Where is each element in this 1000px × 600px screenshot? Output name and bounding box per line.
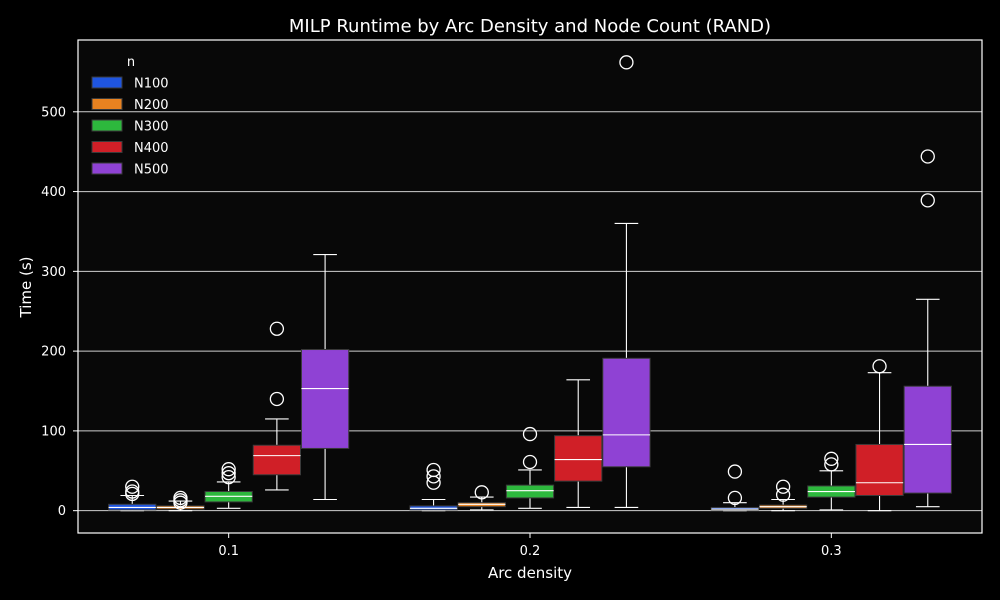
box-iqr <box>602 357 651 468</box>
box-N500-0.1 <box>300 254 350 501</box>
legend-swatch <box>91 162 123 175</box>
legend-label: N300 <box>134 120 169 135</box>
x-axis-ticks: 0.1 0.2 0.3 <box>218 533 842 559</box>
outlier-point <box>221 466 236 481</box>
outlier-point <box>824 457 839 472</box>
box-iqr <box>252 444 302 476</box>
box-iqr <box>855 443 904 497</box>
y-axis-label: Time (s) <box>17 257 35 319</box>
box-N400-0.2 <box>554 379 603 509</box>
box-N300-0.3 <box>807 451 856 511</box>
box-iqr <box>505 484 555 499</box>
y-tick-label: 500 <box>41 105 66 120</box>
box-iqr <box>300 349 350 449</box>
y-tick-label: 100 <box>41 424 66 439</box>
legend-swatch <box>91 76 123 89</box>
legend-label: N400 <box>134 141 169 156</box>
box-N100-0.2 <box>409 462 458 512</box>
box-N500-0.2 <box>602 55 651 509</box>
outlier-point <box>727 490 743 506</box>
box-N100-0.1 <box>108 479 157 512</box>
outlier-point <box>125 479 140 494</box>
outlier-point <box>125 484 140 499</box>
plot-area-background <box>78 40 982 533</box>
outlier-point <box>474 485 489 500</box>
legend-swatch <box>91 98 123 110</box>
box-N300-0.1 <box>204 462 253 509</box>
legend-label: N200 <box>134 98 169 113</box>
box-N500-0.3 <box>903 149 952 508</box>
outlier-point <box>426 462 441 478</box>
y-tick-label: 300 <box>41 265 66 280</box>
legend-swatch <box>91 119 123 132</box>
outlier-point <box>426 469 441 484</box>
x-tick-label: 0.3 <box>821 544 842 559</box>
outlier-point <box>920 193 935 208</box>
x-axis-label: Arc density <box>488 564 572 582</box>
box-N300-0.2 <box>505 426 555 509</box>
outlier-point <box>824 451 839 466</box>
box-N400-0.1 <box>252 321 302 491</box>
legend-swatch <box>91 141 123 153</box>
outlier-point <box>221 470 236 485</box>
box-N200-0.3 <box>758 479 808 512</box>
box-iqr <box>554 435 603 482</box>
y-grid <box>78 111 982 512</box>
legend-label: N500 <box>134 163 169 178</box>
x-tick-label: 0.2 <box>520 544 541 559</box>
outlier-point <box>522 426 538 442</box>
legend-title: n <box>127 55 135 70</box>
x-tick-label: 0.1 <box>218 544 239 559</box>
legend-label: N100 <box>134 77 169 92</box>
outlier-point <box>619 55 634 70</box>
chart-title: MILP Runtime by Arc Density and Node Cou… <box>289 16 771 37</box>
outlier-point <box>872 359 887 374</box>
legend: n N100 N200 N300 N400 N500 <box>91 55 169 178</box>
box-N100-0.3 <box>710 464 760 512</box>
outlier-point <box>221 462 236 477</box>
outlier-point <box>727 464 743 479</box>
y-axis-ticks: 0 100 200 300 400 500 <box>41 105 78 519</box>
outlier-point <box>269 321 285 336</box>
outlier-point <box>775 487 791 502</box>
y-tick-label: 200 <box>41 345 66 360</box>
box-series <box>108 55 952 512</box>
box-N200-0.1 <box>156 490 205 512</box>
outlier-point <box>775 479 791 494</box>
box-N200-0.2 <box>457 485 506 511</box>
outlier-point <box>269 391 285 407</box>
outlier-point <box>920 149 935 164</box>
y-tick-label: 0 <box>58 504 66 519</box>
y-tick-label: 400 <box>41 185 66 200</box>
outlier-point <box>173 490 188 506</box>
box-iqr <box>903 385 952 494</box>
outlier-point <box>522 454 538 470</box>
box-N400-0.3 <box>855 359 904 512</box>
